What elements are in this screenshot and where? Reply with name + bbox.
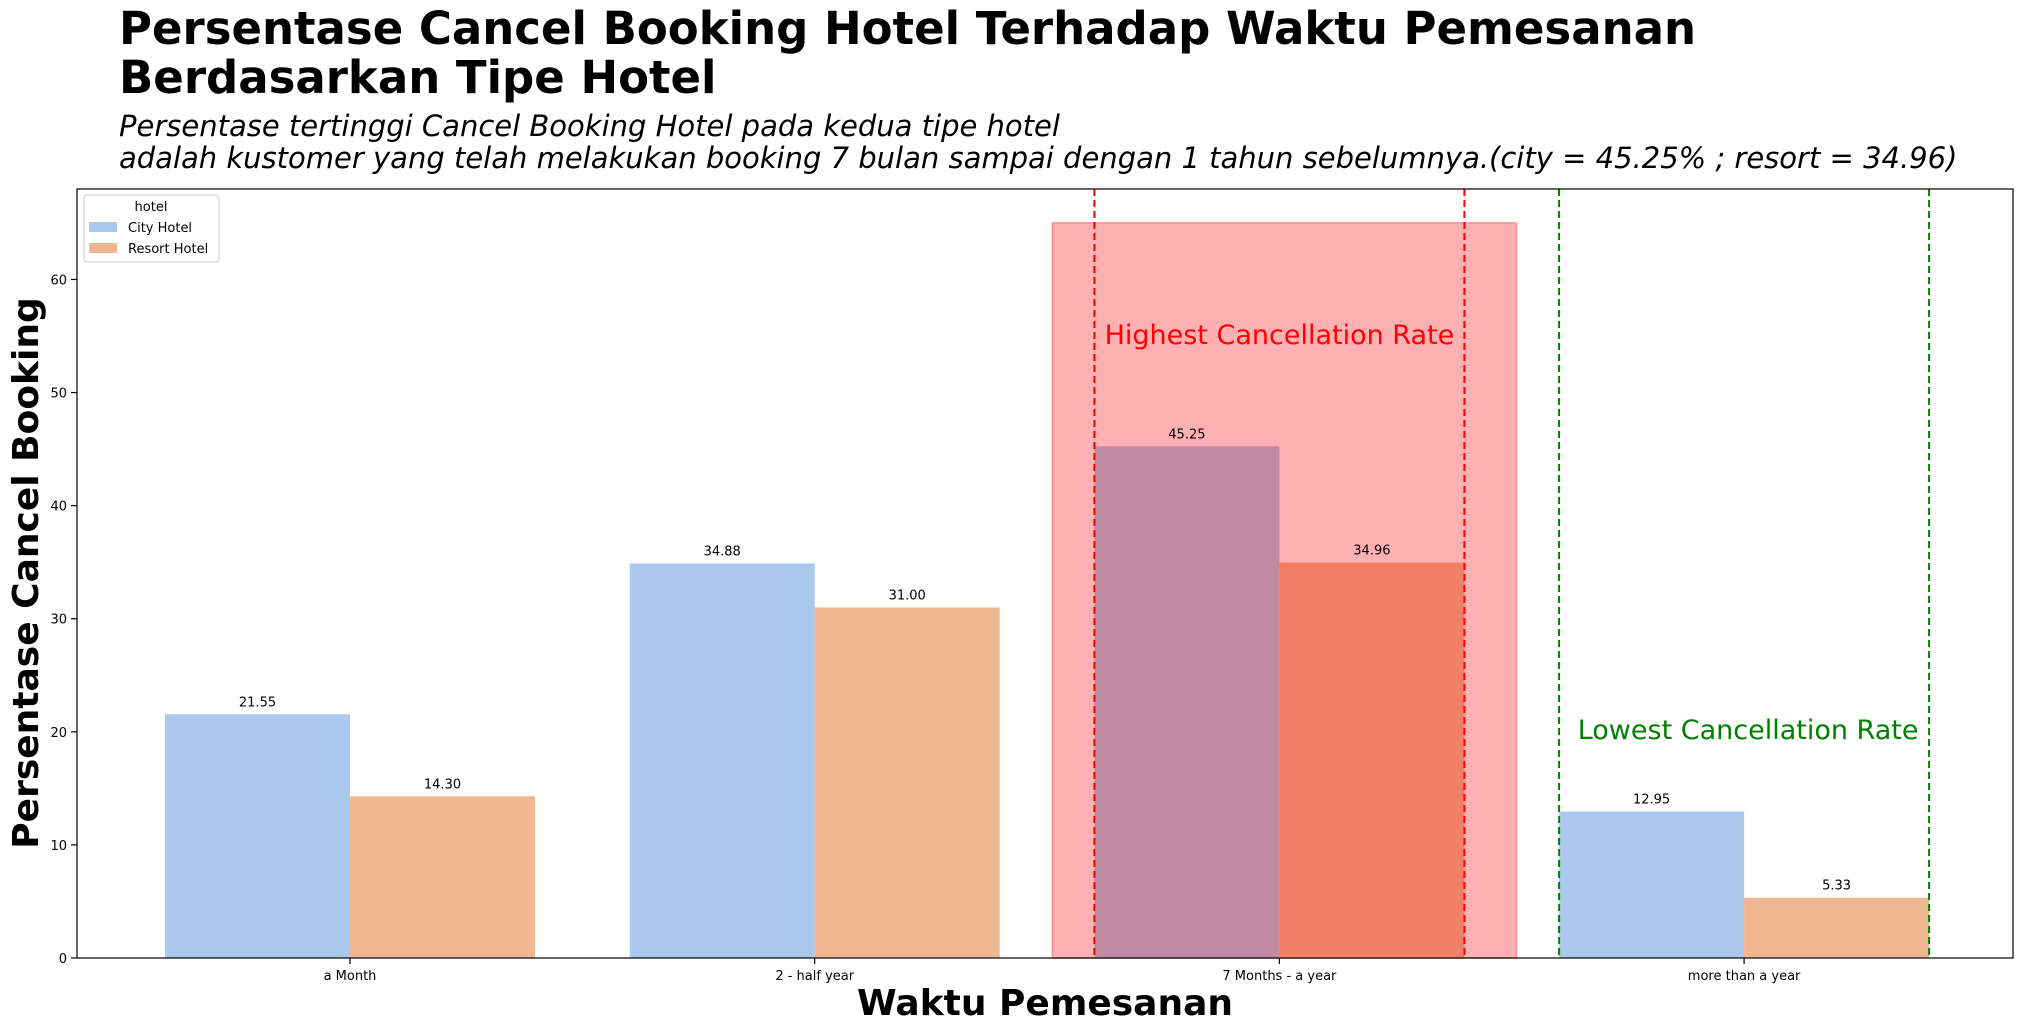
y-tick-label: 0	[59, 952, 67, 967]
y-tick-label: 20	[50, 726, 67, 741]
bar-city-hotel-3	[1559, 811, 1745, 958]
x-tick-label: 7 Months - a year	[1222, 969, 1337, 984]
y-tick-label: 50	[50, 387, 67, 402]
legend-box	[83, 194, 220, 263]
chart-title-line-2: Berdasarkan Tipe Hotel	[119, 51, 717, 104]
bar-city-hotel-1	[629, 563, 815, 958]
bar-resort-hotel-0	[350, 796, 535, 958]
data-label: 34.88	[704, 545, 741, 560]
x-tick-label: a Month	[324, 969, 377, 984]
legend-swatch	[89, 243, 117, 253]
data-label: 34.96	[1353, 544, 1390, 559]
highlight-annotation: Highest Cancellation Rate	[1105, 320, 1455, 351]
legend-entry: City Hotel	[128, 221, 192, 236]
data-label: 31.00	[889, 588, 926, 603]
bar-city-hotel-2	[1094, 446, 1280, 958]
chart-subtitle-line-2: adalah kustomer yang telah melakukan boo…	[119, 141, 1958, 175]
bar-resort-hotel-3	[1744, 897, 1930, 958]
chart-title: Persentase Cancel Booking Hotel Terhadap…	[119, 4, 1969, 102]
bar-resort-hotel-1	[814, 607, 1000, 958]
low-annotation: Lowest Cancellation Rate	[1578, 715, 1919, 746]
bar-resort-hotel-2	[1279, 562, 1465, 958]
x-axis-label: Waktu Pemesanan	[857, 983, 1233, 1024]
data-label: 21.55	[239, 695, 276, 710]
data-label: 45.25	[1168, 427, 1205, 442]
y-tick-label: 10	[50, 839, 67, 854]
chart-title-line-1: Persentase Cancel Booking Hotel Terhadap…	[119, 2, 1697, 55]
data-label: 14.30	[424, 777, 461, 792]
y-tick-label: 30	[50, 613, 67, 628]
chart-subtitle: Persentase tertinggi Cancel Booking Hote…	[119, 110, 2009, 174]
y-tick-label: 60	[50, 273, 67, 288]
data-label: 12.95	[1633, 793, 1670, 808]
plot-frame	[76, 188, 2014, 959]
bar-city-hotel-0	[165, 714, 350, 958]
y-tick-label: 40	[50, 500, 67, 515]
x-tick-label: 2 - half year	[775, 969, 854, 984]
legend-entry: Resort Hotel	[128, 242, 208, 257]
data-label: 5.33	[1822, 879, 1851, 894]
chart-subtitle-line-1: Persentase tertinggi Cancel Booking Hote…	[119, 109, 1060, 143]
x-tick-label: more than a year	[1688, 969, 1801, 984]
legend-swatch	[89, 222, 117, 232]
y-axis-label: Persentase Cancel Booking	[6, 297, 47, 848]
legend-title: hotel	[135, 200, 168, 215]
